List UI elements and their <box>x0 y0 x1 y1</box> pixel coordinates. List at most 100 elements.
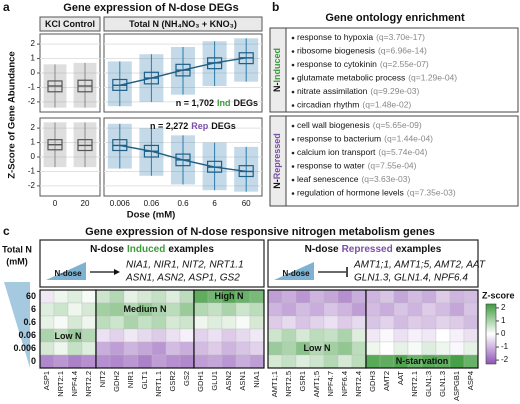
go-q-value: (q=1.44e-04) <box>384 134 433 144</box>
column-label: ASP1 <box>42 371 51 390</box>
go-q-value: (q=1.29e-04) <box>408 73 457 83</box>
column-label: NRT2.5 <box>284 371 293 397</box>
gene-list: AMT1;1, AMT1;5, AMT2, AAT <box>353 260 486 271</box>
heatmap-cell <box>53 354 69 369</box>
column-label: AMT1;1 <box>270 371 279 397</box>
heatmap-cell <box>193 341 209 356</box>
column-label: NRT2.1 <box>410 371 419 397</box>
heatmap-cell <box>39 315 55 330</box>
bullet <box>291 77 295 80</box>
go-term-name: response to bacterium <box>297 134 381 144</box>
heatmap-cell <box>379 302 395 317</box>
go-q-value: (q=2.55e-07) <box>380 59 429 69</box>
heatmap-cell <box>281 354 297 369</box>
heatmap-cell <box>351 289 367 304</box>
heatmap-cell <box>221 328 237 343</box>
heatmap-cell <box>463 341 479 356</box>
heatmap-cell <box>53 315 69 330</box>
heatmap-cell <box>109 315 125 330</box>
heatmap-cell <box>109 302 125 317</box>
heatmap-cell <box>123 341 139 356</box>
heatmap-cell <box>393 289 409 304</box>
go-term-name: response to water <box>297 161 365 171</box>
heatmap-cell <box>407 315 423 330</box>
heatmap-cell <box>281 289 297 304</box>
column-label: ASN2 <box>224 371 233 391</box>
heatmap-cell <box>81 289 97 304</box>
heatmap-cell <box>109 289 125 304</box>
column-label: NPF6.4 <box>340 371 349 396</box>
heatmap-cell <box>165 315 181 330</box>
column-label: NPF4.4 <box>70 371 79 396</box>
heatmap-cell <box>207 315 223 330</box>
heatmap-cell <box>407 328 423 343</box>
heatmap-cell <box>179 289 195 304</box>
column-label: AMT2 <box>382 371 391 391</box>
go-term: cell wall biogenesis (q=5.65e-09) <box>297 120 422 130</box>
column-label: GLN1;3 <box>424 371 433 397</box>
annotation: n = 2,272 Rep DEGs <box>150 121 236 131</box>
panel-label: a <box>3 0 10 14</box>
heatmap-cell <box>267 315 283 330</box>
heatmap-cell <box>193 354 209 369</box>
heatmap-cell <box>295 289 311 304</box>
chart-title: Gene expression of N-dose responsive nit… <box>85 226 435 238</box>
y-tick-label: 1 <box>31 138 36 147</box>
example-title-keyword: Repressed <box>342 244 393 255</box>
go-q-value: (q=6.96e-14) <box>378 46 427 56</box>
heatmap-cell <box>393 302 409 317</box>
group-header-label: Total N (NH₄NO₃ + KNO₃) <box>129 19 237 29</box>
go-side <box>269 27 287 113</box>
y-tick-label: 2 <box>31 39 36 48</box>
row-label: 0 <box>31 356 36 366</box>
heatmap-cell <box>449 328 465 343</box>
heatmap-cell <box>207 302 223 317</box>
heatmap-cell <box>435 315 451 330</box>
heatmap-cell <box>337 289 353 304</box>
go-term-name: nitrate assimilation <box>297 86 368 96</box>
group-label: Low N <box>304 343 331 353</box>
go-term: regulation of hormone levels (q=7.35e-03) <box>297 188 456 198</box>
go-term: nitrate assimilation (q=9.29e-03) <box>297 86 419 96</box>
heatmap-cell <box>393 315 409 330</box>
heatmap-cell <box>351 302 367 317</box>
column-label: ASN1 <box>238 371 247 391</box>
heatmap-cell <box>39 289 55 304</box>
go-group-label: N-Induced <box>272 48 282 92</box>
heatmap-cell <box>295 354 311 369</box>
heatmap-cell <box>221 315 237 330</box>
annotation-text: n = 2,272 <box>150 121 188 131</box>
median-line <box>119 57 247 86</box>
heatmap-cell <box>67 315 83 330</box>
heatmap-cell <box>235 341 251 356</box>
annotation-text: n = 1,702 <box>176 98 214 108</box>
heatmap-cell <box>463 354 479 369</box>
heatmap-cell <box>53 289 69 304</box>
heatmap-cell <box>295 302 311 317</box>
heatmap-cell <box>235 328 251 343</box>
heatmap-cell <box>365 315 381 330</box>
dose-wedge <box>4 282 30 368</box>
example-title: N-dose Repressed examples <box>305 244 442 255</box>
x-tick-label: 60 <box>242 199 251 208</box>
column-label: NIR1 <box>126 371 135 388</box>
go-term: glutamate metabolic process (q=1.29e-04) <box>297 73 457 83</box>
go-q-value: (q=5.74e-04) <box>378 147 427 157</box>
dose-wedge <box>46 262 86 280</box>
go-term: response to cytokinin (q=2.55e-07) <box>297 59 429 69</box>
group-header <box>39 16 101 32</box>
heatmap-cell <box>249 315 265 330</box>
y-axis-label: Z-Score of Gene Abundance <box>7 51 18 178</box>
heatmap-cell <box>323 289 339 304</box>
annotation-keyword: Rep <box>191 121 209 131</box>
heatmap-cell <box>123 328 139 343</box>
column-label: NRT2.2 <box>84 371 93 397</box>
bullet <box>291 90 295 94</box>
bullet <box>291 63 295 67</box>
gene-list: NIA1, NIR1, NIT2, NRT1.1 <box>126 260 244 271</box>
colorbar-tick-label: 0 <box>501 329 506 338</box>
example-title-suffix: examples <box>396 244 442 255</box>
column-label: GSR2 <box>168 371 177 391</box>
colorbar-tick-label: 1 <box>501 316 506 325</box>
heatmap-cell <box>179 328 195 343</box>
